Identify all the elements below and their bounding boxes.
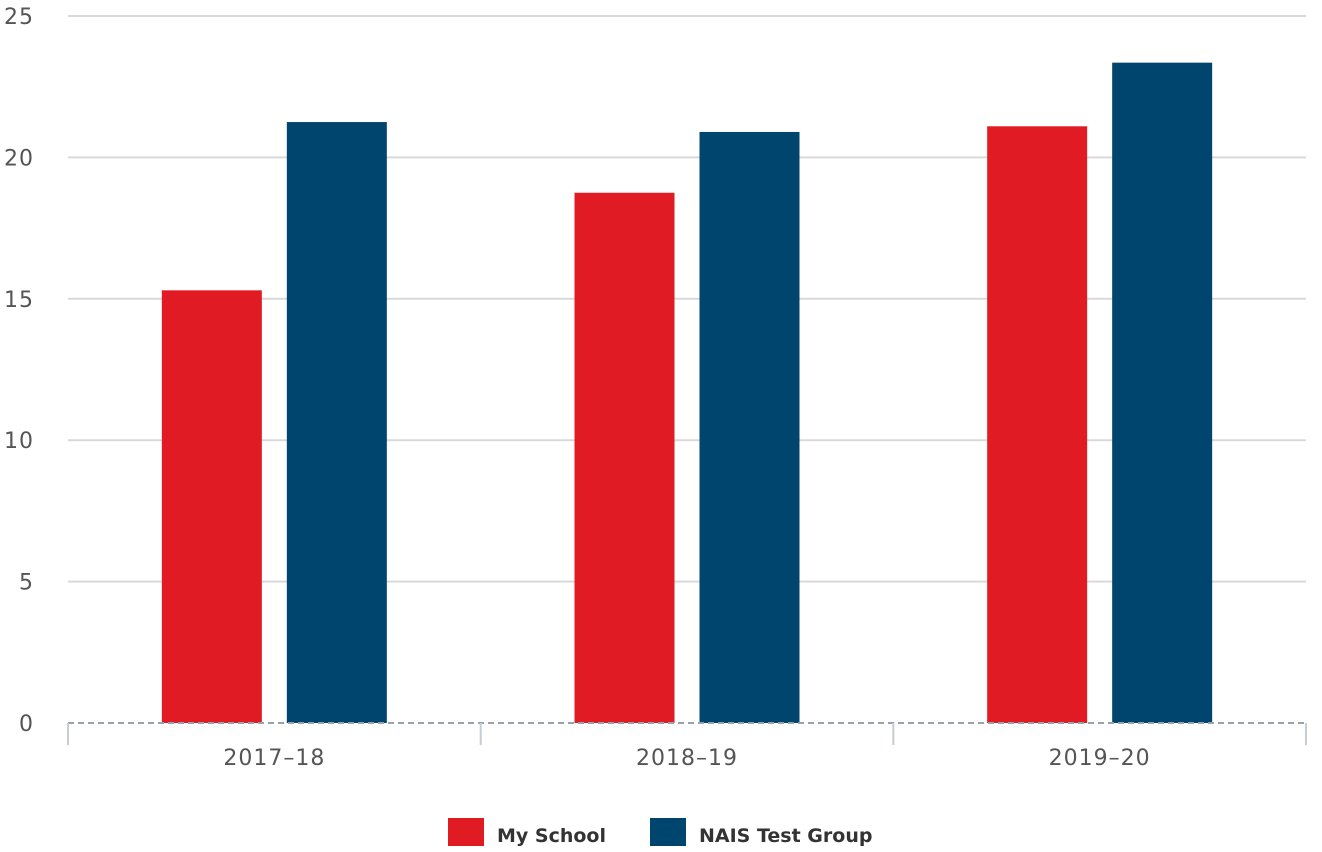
- legend-swatch: [650, 818, 686, 846]
- y-axis-tick-labels: 0 5 10 15 20 25: [4, 5, 34, 737]
- x-tick-label: 2017–18: [223, 746, 325, 771]
- y-tick-label: 15: [4, 288, 34, 313]
- bars: [161, 62, 1213, 724]
- gridlines: [68, 15, 1306, 583]
- legend-label: My School: [497, 825, 606, 847]
- legend-swatch: [448, 818, 484, 846]
- legend-label: NAIS Test Group: [699, 825, 872, 847]
- x-tick-label: 2018–19: [636, 746, 738, 771]
- x-tick-label: 2019–20: [1049, 746, 1151, 771]
- legend[interactable]: My School NAIS Test Group: [448, 818, 872, 847]
- bar-my-school-2[interactable]: [987, 126, 1088, 724]
- bar-nais-test-group-2[interactable]: [1112, 62, 1213, 724]
- y-tick-label: 25: [4, 5, 34, 30]
- bar-my-school-1[interactable]: [574, 192, 675, 723]
- bar-nais-test-group-1[interactable]: [699, 131, 800, 723]
- legend-item-nais-test-group[interactable]: NAIS Test Group: [650, 818, 872, 847]
- bar-nais-test-group-0[interactable]: [286, 122, 387, 724]
- legend-item-my-school[interactable]: My School: [448, 818, 606, 847]
- y-tick-label: 5: [19, 571, 34, 596]
- y-tick-label: 0: [19, 712, 34, 737]
- y-tick-label: 20: [4, 146, 34, 171]
- bar-my-school-0[interactable]: [161, 290, 262, 723]
- x-axis: 2017–18 2018–19 2019–20: [67, 722, 1307, 771]
- y-tick-label: 10: [4, 429, 34, 454]
